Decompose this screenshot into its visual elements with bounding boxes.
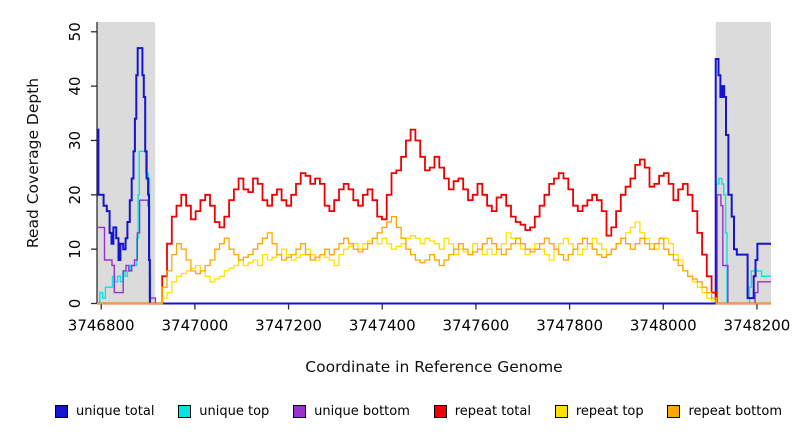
y-tick-label: 50	[66, 22, 84, 41]
legend-label: unique bottom	[314, 403, 410, 419]
series-repeat-bottom	[97, 215, 771, 305]
plot-area: 3746800 3747000 3747200 3747400 3747600 37478…	[66, 22, 791, 335]
series-unique-bottom	[97, 194, 771, 305]
y-tick-label: 0	[66, 299, 84, 309]
y-tick-label: 40	[66, 77, 84, 96]
highlight-region	[715, 22, 771, 304]
legend-item-unique-total: unique total	[55, 404, 154, 419]
x-tick-label: 3748200	[724, 317, 791, 335]
legend-item-repeat-total: repeat total	[433, 403, 531, 419]
x-axis-title: Coordinate in Reference Genome	[305, 358, 563, 376]
y-axis-title: Read Coverage Depth	[24, 77, 42, 249]
y-tick-label: 30	[66, 131, 84, 150]
x-tick-label: 3747000	[161, 317, 228, 335]
x-tick-label: 3746800	[68, 317, 135, 335]
legend-swatch-unique-bottom	[293, 404, 307, 418]
legend-item-unique-bottom: unique bottom	[293, 404, 410, 419]
x-tick-label: 3747800	[536, 317, 603, 335]
series-repeat-top	[97, 221, 771, 305]
legend-item-repeat-top: repeat top	[554, 403, 644, 419]
legend-swatch-unique-top	[178, 404, 192, 418]
x-tick-label: 3748000	[630, 317, 697, 335]
y-tick-label: 10	[66, 240, 84, 259]
legend-swatch-repeat-bottom	[667, 404, 681, 418]
x-tick-label: 3747600	[443, 317, 510, 335]
legend-label: repeat total	[454, 403, 531, 419]
legend-swatch-repeat-top	[554, 404, 568, 418]
x-tick-label: 3747200	[255, 317, 322, 335]
series-unique-total	[97, 47, 771, 305]
y-tick-label: 20	[66, 185, 84, 204]
legend-label: unique top	[199, 403, 270, 419]
x-tick-label: 3747400	[349, 317, 416, 335]
series-unique-top	[97, 150, 771, 305]
legend-label: unique total	[76, 403, 155, 419]
legend-item-repeat-bottom: repeat bottom	[667, 404, 782, 419]
legend-swatch-repeat-total	[433, 404, 447, 418]
legend: unique total unique top unique bottom re…	[55, 399, 782, 423]
series-repeat-total	[97, 128, 771, 305]
legend-swatch-unique-total	[55, 404, 68, 418]
legend-label: repeat bottom	[688, 403, 782, 419]
legend-label: repeat top	[575, 403, 644, 419]
legend-item-unique-top: unique top	[178, 404, 269, 419]
